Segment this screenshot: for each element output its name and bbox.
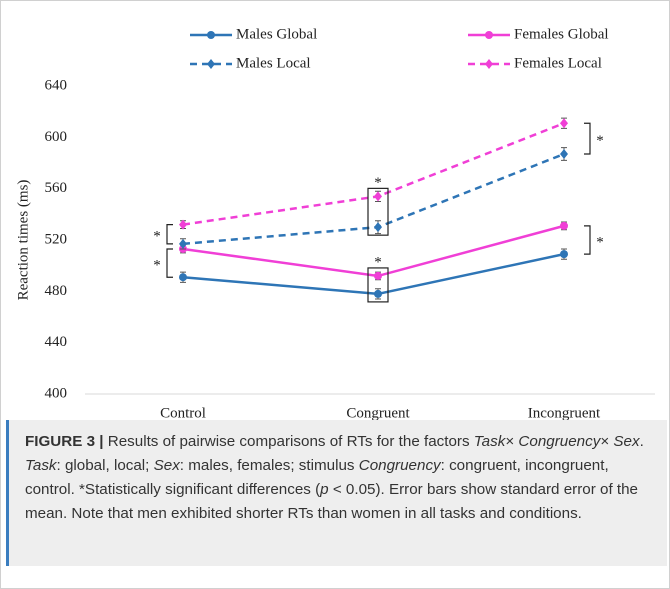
y-tick-label: 440	[45, 334, 68, 350]
legend-marker	[485, 59, 493, 69]
significance-mark: *	[374, 254, 382, 270]
legend-label: Females Local	[514, 55, 602, 71]
data-point	[179, 238, 187, 249]
caption-label: FIGURE 3 |	[25, 433, 104, 450]
data-point	[179, 273, 187, 282]
caption-text: ×	[600, 433, 614, 450]
caption-text: p	[320, 481, 329, 498]
data-point	[374, 271, 382, 280]
data-point	[374, 222, 382, 233]
caption-text: Congruency	[358, 457, 441, 474]
caption-text: Sex	[613, 433, 640, 450]
legend-marker	[207, 59, 215, 69]
bracket	[166, 248, 173, 278]
significance-mark: *	[153, 229, 161, 245]
caption-text: Task	[25, 457, 57, 474]
bracket	[166, 224, 173, 245]
data-point	[374, 289, 382, 298]
significance-mark: *	[596, 133, 604, 149]
caption-text: ×	[505, 433, 519, 450]
data-point	[560, 149, 568, 160]
y-tick-label: 400	[45, 385, 68, 401]
caption-text: Congruency	[518, 433, 601, 450]
x-tick-label: Congruent	[346, 405, 410, 420]
significance-mark: *	[153, 258, 161, 274]
caption-text: : congruent, incongruent, control. *Stat…	[25, 457, 609, 498]
y-tick-label: 560	[45, 180, 68, 196]
series-line	[182, 152, 565, 246]
caption-text: : global, local;	[56, 457, 154, 474]
data-point	[560, 118, 568, 129]
bracket-box	[367, 187, 389, 236]
caption: FIGURE 3 | Results of pairwise compariso…	[6, 420, 667, 566]
x-tick-label: Control	[160, 405, 206, 420]
legend-label: Females Global	[514, 26, 609, 42]
y-tick-label: 640	[45, 77, 68, 93]
data-point	[374, 191, 382, 202]
legend-label: Males Local	[236, 55, 311, 71]
bracket	[584, 225, 591, 255]
y-tick-label: 600	[45, 129, 68, 145]
caption-text: < 0.05). Error bars show standard error …	[25, 481, 639, 522]
significance-mark: *	[596, 234, 604, 250]
significance-mark: *	[374, 175, 382, 191]
legend-label: Males Global	[236, 26, 317, 42]
caption-text: Task	[473, 433, 506, 450]
caption-text: Results of pairwise comparisons of RTs f…	[103, 433, 474, 450]
chart: Reaction times (ms) 400 440 480 520 560 600 64…	[15, 26, 655, 420]
caption-text: : males, females; stimulus	[179, 457, 359, 474]
x-tick-label: Incongruent	[528, 405, 601, 420]
caption-text: .	[639, 433, 644, 450]
caption-text: Sex	[153, 457, 180, 474]
bracket-box	[367, 267, 389, 303]
bracket	[584, 122, 591, 155]
data-point	[560, 221, 568, 230]
data-point	[560, 250, 568, 259]
y-axis-title: Reaction times (ms)	[15, 180, 31, 301]
legend-marker	[207, 31, 215, 39]
y-tick-label: 480	[45, 283, 68, 299]
legend-marker	[485, 31, 493, 39]
data-point	[179, 219, 187, 230]
y-tick-label: 520	[45, 231, 68, 247]
